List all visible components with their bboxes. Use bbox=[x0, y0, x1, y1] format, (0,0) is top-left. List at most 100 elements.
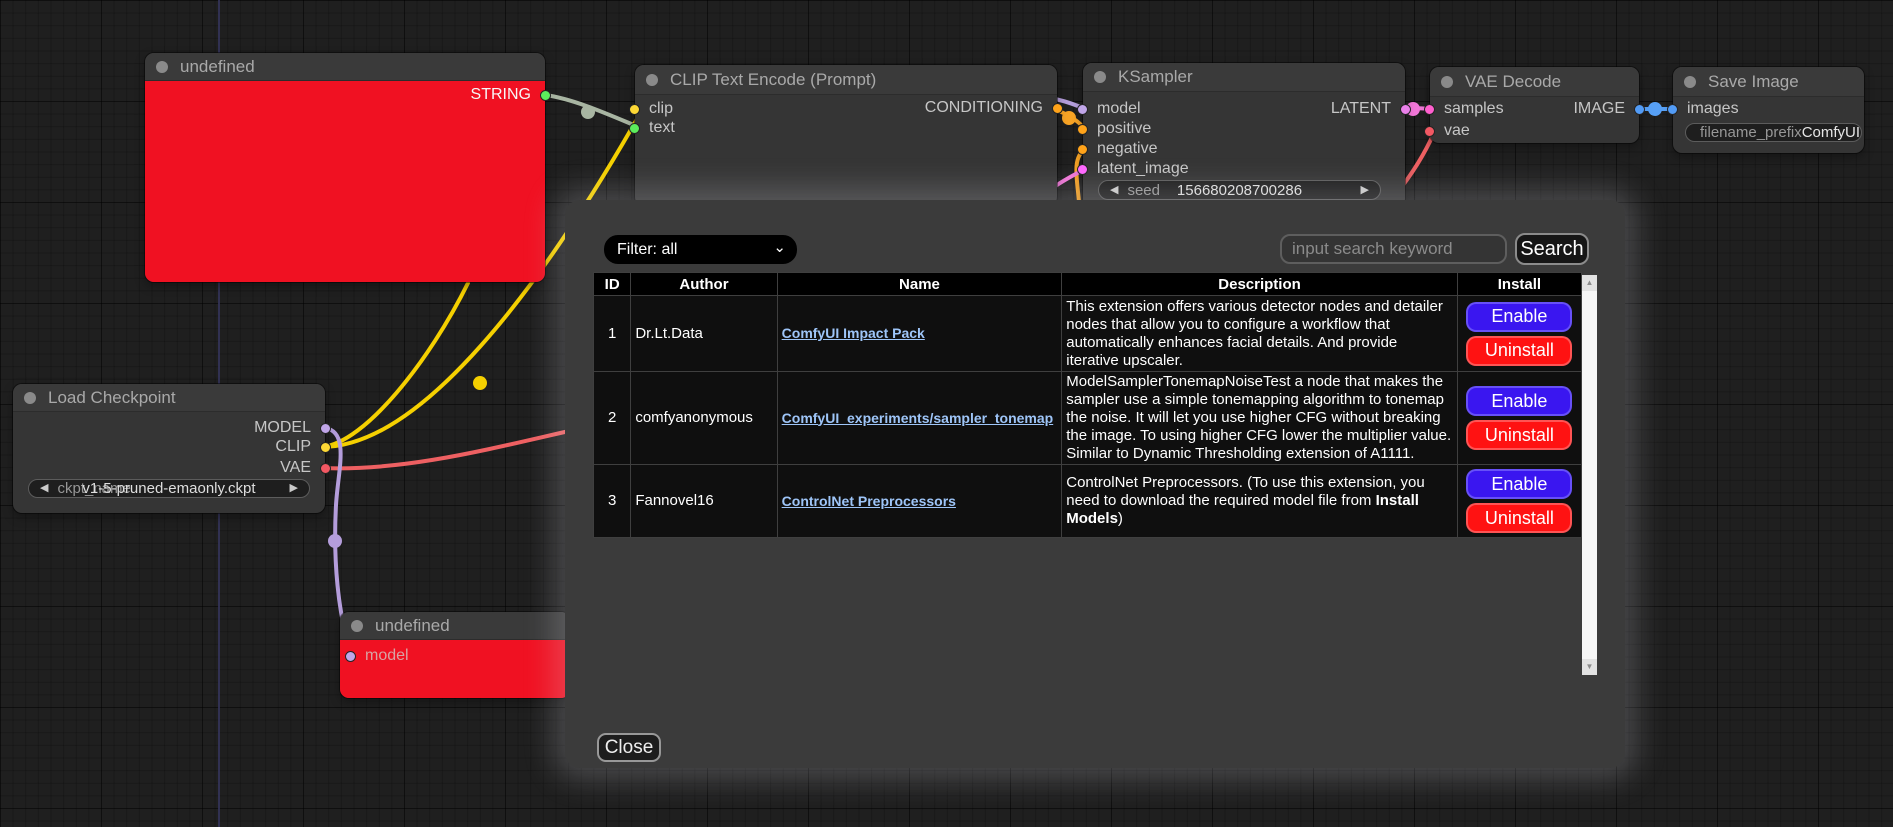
input-port-images[interactable]: images bbox=[1667, 99, 1739, 119]
node-clip-text-encode[interactable]: CLIP Text Encode (Prompt) clip text COND… bbox=[629, 65, 1063, 206]
input-port-model[interactable]: model bbox=[1077, 99, 1141, 119]
table-row: 2 comfyanonymous ComfyUI_experiments/sam… bbox=[592, 371, 1583, 465]
enable-button[interactable]: Enable bbox=[1466, 469, 1573, 499]
port-dot-vae-out[interactable] bbox=[320, 462, 331, 474]
input-port-text[interactable]: text bbox=[629, 118, 675, 138]
seed-widget[interactable]: ◀ seed 156680208700286 ▶ bbox=[1098, 180, 1381, 200]
cell-description: ControlNet Preprocessors. (To use this e… bbox=[1061, 464, 1458, 538]
table-row: 1 Dr.Lt.Data ComfyUI Impact Pack This ex… bbox=[592, 295, 1583, 372]
col-header-description: Description bbox=[1061, 272, 1458, 296]
scroll-up-icon[interactable]: ▲ bbox=[1582, 275, 1597, 291]
node-collapse-dot[interactable] bbox=[24, 391, 36, 404]
extensions-table: ID Author Name Description Install 1 Dr.… bbox=[592, 272, 1583, 538]
extension-link[interactable]: ComfyUI_experiments/sampler_tonemap bbox=[781, 409, 1054, 426]
cell-install: Enable Uninstall bbox=[1456, 371, 1583, 465]
cell-author: comfyanonymous bbox=[630, 371, 778, 465]
reroute-dot-clip bbox=[473, 376, 487, 390]
input-port-model[interactable]: model bbox=[345, 646, 409, 666]
output-port-latent[interactable]: LATENT bbox=[1331, 99, 1411, 119]
search-input[interactable] bbox=[1280, 234, 1507, 264]
node-collapse-dot[interactable] bbox=[1441, 75, 1453, 88]
enable-button[interactable]: Enable bbox=[1466, 386, 1573, 416]
input-port-negative[interactable]: negative bbox=[1077, 139, 1158, 159]
wire-clip-to-clip bbox=[320, 110, 643, 449]
ckpt-name-widget[interactable]: ◀ ckpt_name v1-5-pruned-emaonly.ckpt ▶ bbox=[28, 479, 310, 498]
port-dot-clip-out[interactable] bbox=[320, 441, 331, 453]
cell-name: ControlNet Preprocessors bbox=[776, 464, 1063, 538]
input-port-positive[interactable]: positive bbox=[1077, 119, 1151, 139]
input-port-clip[interactable]: clip bbox=[629, 99, 673, 119]
port-dot-clip[interactable] bbox=[629, 103, 640, 115]
error-node-body bbox=[145, 81, 545, 282]
filename-prefix-widget[interactable]: filename_prefix ComfyUI bbox=[1685, 123, 1862, 142]
port-dot-model-out[interactable] bbox=[320, 422, 331, 434]
port-dot-vae[interactable] bbox=[1424, 125, 1435, 137]
output-port-model[interactable]: MODEL bbox=[254, 418, 331, 438]
extension-link[interactable]: ComfyUI Impact Pack bbox=[781, 325, 925, 341]
col-header-name: Name bbox=[776, 272, 1063, 296]
node-collapse-dot[interactable] bbox=[156, 60, 168, 73]
col-header-install: Install bbox=[1456, 272, 1583, 296]
node-undefined-bottom[interactable]: undefined model bbox=[340, 612, 570, 698]
port-dot-images[interactable] bbox=[1667, 103, 1678, 115]
table-row: 3 Fannovel16 ControlNet Preprocessors Co… bbox=[592, 464, 1583, 538]
input-port-vae[interactable]: vae bbox=[1424, 121, 1470, 141]
table-header-row: ID Author Name Description Install bbox=[592, 272, 1583, 296]
node-collapse-dot[interactable] bbox=[646, 73, 658, 86]
extension-manager-dialog: Filter: all ⌄ Search ID Author Name Desc… bbox=[565, 200, 1625, 768]
stepper-right-icon[interactable]: ▶ bbox=[289, 482, 298, 494]
port-dot-model[interactable] bbox=[1077, 103, 1088, 115]
port-dot-latent[interactable] bbox=[1400, 103, 1411, 115]
output-port-clip[interactable]: CLIP bbox=[275, 437, 331, 457]
seed-widget-label: seed bbox=[1127, 181, 1160, 199]
uninstall-button[interactable]: Uninstall bbox=[1466, 335, 1573, 366]
reroute-dot-string bbox=[581, 105, 595, 119]
search-button[interactable]: Search bbox=[1515, 233, 1589, 265]
col-header-author: Author bbox=[630, 272, 778, 296]
stepper-left-icon[interactable]: ◀ bbox=[1110, 183, 1119, 196]
node-load-checkpoint[interactable]: Load Checkpoint MODEL CLIP VAE ◀ ckpt_na… bbox=[13, 384, 331, 513]
uninstall-button[interactable]: Uninstall bbox=[1466, 420, 1573, 450]
port-dot-positive[interactable] bbox=[1077, 123, 1088, 135]
port-dot-model[interactable] bbox=[345, 650, 356, 662]
node-title: KSampler bbox=[1118, 67, 1193, 86]
reroute-dot-conditioning bbox=[1062, 111, 1076, 125]
scroll-down-icon[interactable]: ▼ bbox=[1582, 659, 1597, 675]
output-port-string[interactable]: STRING bbox=[471, 85, 551, 105]
node-collapse-dot[interactable] bbox=[1094, 71, 1106, 83]
port-dot-latent-image[interactable] bbox=[1077, 163, 1088, 175]
node-collapse-dot[interactable] bbox=[351, 619, 363, 632]
node-collapse-dot[interactable] bbox=[1684, 75, 1696, 88]
port-dot-samples[interactable] bbox=[1424, 103, 1435, 115]
table-scrollbar[interactable]: ▲ ▼ bbox=[1582, 275, 1597, 675]
filter-select[interactable]: Filter: all bbox=[604, 235, 797, 264]
output-port-conditioning[interactable]: CONDITIONING bbox=[925, 98, 1063, 118]
port-dot-image[interactable] bbox=[1634, 103, 1645, 115]
node-undefined-top[interactable]: undefined STRING bbox=[145, 53, 551, 282]
port-dot-conditioning[interactable] bbox=[1052, 102, 1063, 114]
node-vae-decode[interactable]: VAE Decode samples vae IMAGE bbox=[1424, 67, 1645, 143]
uninstall-button[interactable]: Uninstall bbox=[1466, 503, 1573, 533]
cell-author: Dr.Lt.Data bbox=[630, 295, 778, 372]
port-dot-negative[interactable] bbox=[1077, 143, 1088, 155]
enable-button[interactable]: Enable bbox=[1466, 301, 1573, 332]
node-title: VAE Decode bbox=[1465, 71, 1562, 91]
output-port-vae[interactable]: VAE bbox=[280, 458, 331, 478]
port-dot-string[interactable] bbox=[540, 89, 551, 101]
node-save-image[interactable]: Save Image images filename_prefix ComfyU… bbox=[1667, 67, 1864, 153]
stepper-left-icon[interactable]: ◀ bbox=[40, 482, 49, 494]
port-dot-text[interactable] bbox=[629, 122, 640, 134]
stepper-right-icon[interactable]: ▶ bbox=[1360, 183, 1369, 196]
input-port-samples[interactable]: samples bbox=[1424, 99, 1504, 119]
node-title: CLIP Text Encode (Prompt) bbox=[670, 69, 877, 89]
input-port-latent-image[interactable]: latent_image bbox=[1077, 159, 1189, 179]
cell-id: 2 bbox=[592, 371, 632, 465]
close-button[interactable]: Close bbox=[597, 733, 661, 762]
cell-description: This extension offers various detector n… bbox=[1061, 295, 1458, 372]
extensions-table-body: 1 Dr.Lt.Data ComfyUI Impact Pack This ex… bbox=[592, 295, 1583, 538]
filename-widget-label: filename_prefix bbox=[1700, 124, 1802, 141]
extension-link[interactable]: ControlNet Preprocessors bbox=[781, 492, 956, 509]
node-ksampler[interactable]: KSampler model positive negative latent_… bbox=[1077, 63, 1411, 208]
output-port-image[interactable]: IMAGE bbox=[1573, 99, 1645, 119]
